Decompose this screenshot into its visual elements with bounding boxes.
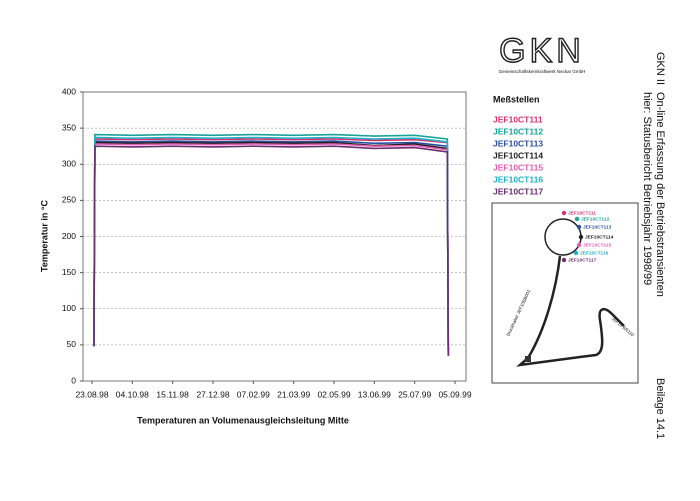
diagram-label: JEF10CT115 — [583, 242, 612, 248]
legend-entry: JEF10CT112 — [493, 126, 543, 136]
company: Gemeinschaftskernkraftwerk Neckar GmbH — [499, 69, 586, 74]
pipe-label: Druckhalter JEF10BB001 — [505, 288, 531, 337]
pipe-ring — [544, 218, 582, 256]
sensor-dot — [576, 224, 582, 230]
sensor-dot — [561, 210, 567, 216]
x-tick-label: 23.08.98 — [75, 389, 108, 399]
legend-entry: JEF10CT111 — [493, 114, 543, 124]
legend-entry: JEF10CT115 — [493, 162, 543, 172]
sensor-dot — [578, 234, 584, 240]
x-tick-label: 21.03.99 — [277, 389, 310, 399]
sensor-dot — [574, 216, 580, 222]
x-tick-label: 15.11.98 — [156, 389, 189, 399]
appendix: Beilage 14.1 — [654, 378, 666, 439]
y-tick-label: 200 — [62, 231, 76, 241]
sensor-dot — [573, 250, 579, 256]
x-tick-label: 02.05.99 — [317, 389, 350, 399]
y-tick-label: 150 — [62, 267, 76, 277]
legend: JEF10CT111 JEF10CT112 JEF10CT113 JEF10CT114… — [493, 114, 543, 196]
y-tick-label: 250 — [62, 195, 76, 205]
x-tick-label: 13.06.99 — [358, 389, 391, 399]
pipe — [516, 255, 625, 367]
subject: On-line Erfassung der Betriebstransiente… — [654, 92, 666, 297]
status: hier: Statusbericht Betriebsjahr 1998/99 — [641, 92, 653, 285]
diagram-label: JEF10CT113 — [583, 224, 612, 230]
diagram-label: JEF10CT117 — [568, 257, 597, 263]
y-tick-label: 0 — [71, 375, 76, 385]
diagram-label: JEF10CT116 — [580, 250, 609, 256]
y-tick-label: 100 — [62, 303, 76, 313]
sensor-dot — [561, 257, 567, 263]
series-line — [93, 133, 450, 356]
legend-entry: JEF10CT114 — [493, 150, 543, 160]
y-axis-title: Temperatur in °C — [39, 200, 49, 272]
diagram-label: JEF10CT114 — [585, 234, 614, 240]
series-line — [93, 138, 450, 356]
legend-entry: JEF10CT116 — [493, 174, 543, 184]
series-line — [93, 136, 450, 356]
pipe-label: JEF10 BR110 — [611, 316, 636, 338]
legend-entry: JEF10CT113 — [493, 138, 543, 148]
series-line — [93, 143, 450, 356]
x-axis-title: Temperaturen an Volumenausgleichsleitung… — [137, 415, 349, 425]
plant: GKN II — [654, 52, 666, 85]
diagram-frame — [491, 202, 639, 384]
x-tick-label: 27.12.98 — [196, 389, 229, 399]
y-tick-label: 300 — [62, 159, 76, 169]
x-tick-label: 04.10.98 — [116, 389, 149, 399]
diagram-label: JEF10CT112 — [581, 216, 610, 222]
x-tick-label: 25.07.99 — [398, 389, 431, 399]
y-tick-label: 350 — [62, 122, 76, 132]
sensor-dot — [576, 242, 582, 248]
y-tick-label: 50 — [67, 339, 77, 349]
legend-entry: JEF10CT117 — [493, 186, 543, 196]
x-tick-label: 05.09.99 — [438, 389, 471, 399]
legend-title: Meßstellen — [493, 94, 540, 104]
x-tick-label: 07.02.99 — [237, 389, 270, 399]
sensor-box — [525, 356, 531, 362]
logo: GKN — [499, 32, 585, 70]
series-line — [93, 140, 450, 356]
series-line — [93, 145, 450, 356]
series-line — [93, 141, 450, 356]
diagram-label: JEF10CT111 — [568, 210, 596, 216]
y-tick-label: 400 — [62, 86, 76, 96]
